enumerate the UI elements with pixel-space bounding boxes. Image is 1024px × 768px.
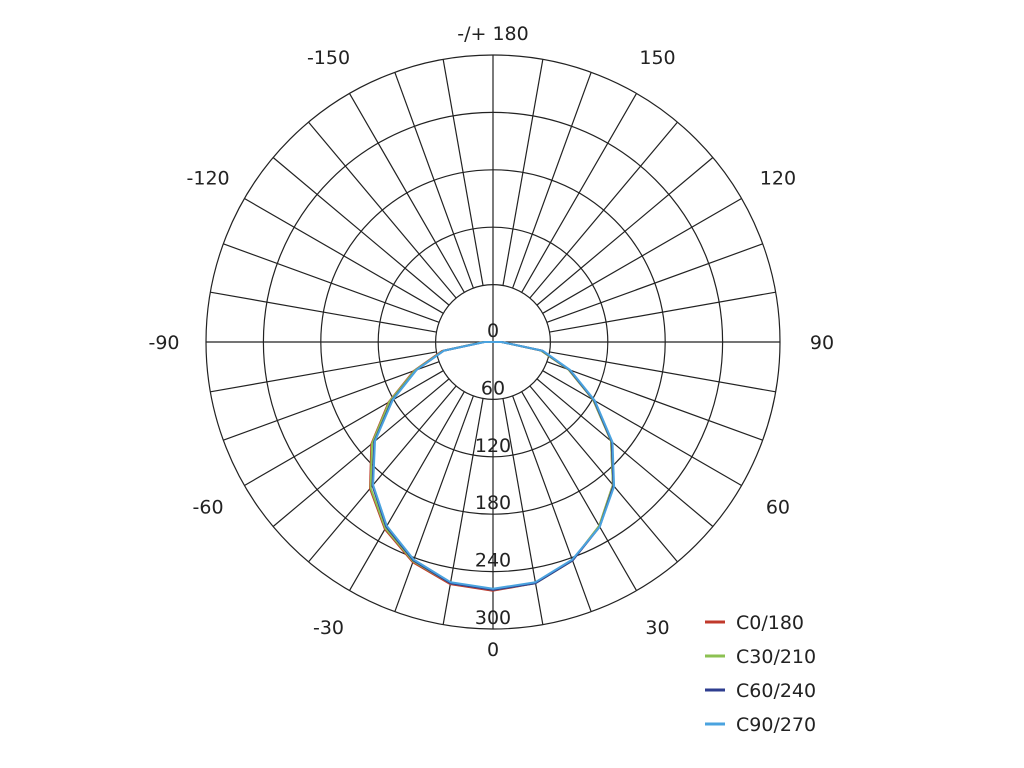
angle-label: -60 [193, 497, 224, 519]
angle-label: 150 [639, 47, 675, 69]
grid-ray [546, 361, 763, 441]
legend: C0/180 C30/210 C60/240 C90/270 [705, 612, 816, 736]
grid-ray [272, 378, 450, 527]
grid-ray [512, 395, 592, 612]
grid-ray [348, 93, 465, 293]
grid-ray [502, 59, 544, 286]
legend-label: C30/210 [736, 646, 816, 668]
angle-label: -90 [148, 332, 179, 354]
angle-label: -30 [313, 617, 344, 639]
angle-label: 60 [766, 497, 790, 519]
radial-tick-label: 240 [475, 550, 511, 572]
angle-label: 0 [487, 639, 499, 661]
grid-ray [521, 391, 638, 591]
series-curve-C90-270 [372, 341, 616, 590]
radial-tick-label: 180 [475, 492, 511, 514]
grid-ray [244, 370, 444, 487]
radial-labels: 0 60 120 180 240 300 [475, 320, 511, 629]
grid-ray [529, 121, 678, 299]
radial-tick-label: 300 [475, 607, 511, 629]
grid-ray [223, 243, 440, 323]
angle-label: 90 [810, 332, 834, 354]
grid-ray [272, 157, 450, 306]
angle-label: -150 [307, 47, 350, 69]
grid-ray [223, 361, 440, 441]
grid-ray [394, 72, 474, 289]
radial-tick-label: 60 [481, 377, 505, 399]
grid-ray [542, 370, 742, 487]
angle-label: -120 [187, 168, 230, 190]
grid-ray [521, 93, 638, 293]
grid-ray [308, 385, 457, 563]
legend-label: C90/270 [736, 714, 816, 736]
radial-tick-label: 0 [487, 320, 499, 342]
angle-label: -/+ 180 [457, 23, 528, 45]
grid-ray [244, 197, 444, 314]
grid-ray [536, 157, 714, 306]
grid-ray [536, 378, 714, 527]
grid-ray [442, 59, 484, 286]
grid-ray [394, 395, 474, 612]
grid-ray [442, 398, 484, 625]
grid-ray [502, 398, 544, 625]
grid-ray [542, 197, 742, 314]
angle-label: 30 [645, 617, 669, 639]
polar-grid [205, 54, 781, 630]
legend-label: C0/180 [736, 612, 804, 634]
grid-ray [348, 391, 465, 591]
grid-ray [529, 385, 678, 563]
legend-label: C60/240 [736, 680, 816, 702]
angle-label: 120 [760, 168, 796, 190]
grid-ray [549, 351, 776, 393]
series-curves [369, 341, 616, 592]
grid-ray [512, 72, 592, 289]
grid-ray [549, 291, 776, 333]
radial-tick-label: 120 [475, 435, 511, 457]
grid-ray [546, 243, 763, 323]
grid-ray [308, 121, 457, 299]
grid-ray [210, 291, 437, 333]
grid-ray [210, 351, 437, 393]
